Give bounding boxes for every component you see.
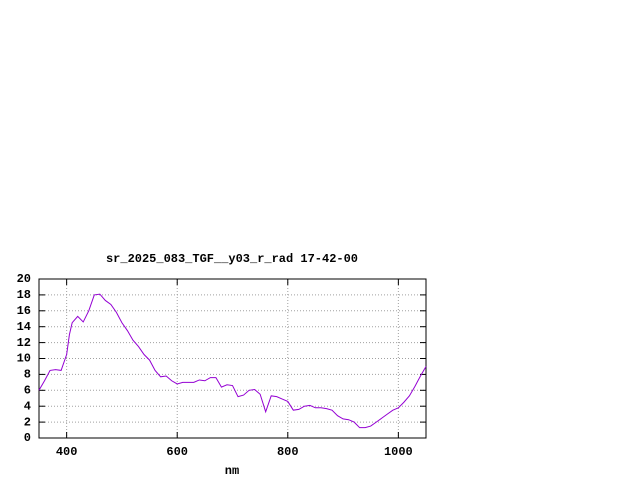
- y-tick-label: 20: [17, 272, 31, 286]
- y-tick-label: 6: [24, 383, 31, 397]
- x-tick-label: 600: [166, 445, 188, 459]
- x-tick-label: 800: [277, 445, 299, 459]
- y-tick-label: 14: [17, 320, 31, 334]
- x-axis-label: nm: [225, 464, 239, 478]
- y-tick-label: 4: [24, 399, 31, 413]
- plot-frame: [38, 278, 427, 439]
- y-tick-label: 2: [24, 415, 31, 429]
- y-tick-label: 12: [17, 336, 31, 350]
- y-tick-label: 0: [24, 431, 31, 445]
- y-tick-label: 18: [17, 288, 31, 302]
- chart-title: sr_2025_083_TGF__y03_r_rad 17-42-00: [106, 252, 358, 266]
- x-tick-label: 1000: [384, 445, 413, 459]
- data-line: [38, 293, 427, 429]
- y-tick-label: 8: [24, 368, 31, 382]
- x-tick-label: 400: [56, 445, 78, 459]
- y-tick-label: 10: [17, 352, 31, 366]
- y-tick-label: 16: [17, 304, 31, 318]
